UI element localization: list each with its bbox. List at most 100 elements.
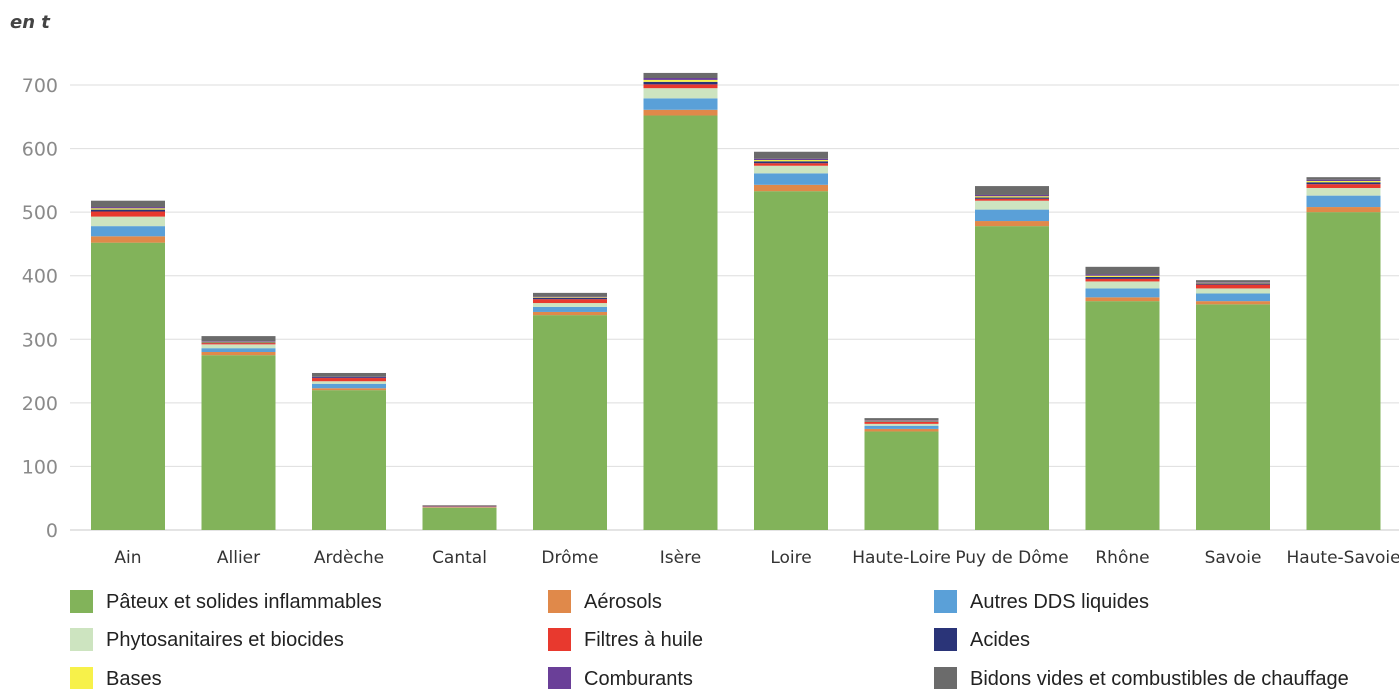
bar-segment (975, 186, 1049, 195)
bar-stack (91, 200, 165, 530)
legend-swatch (70, 628, 93, 651)
bar-segment (864, 428, 939, 432)
bar-segment (754, 158, 828, 161)
bar-segment (975, 209, 1049, 222)
bars (91, 72, 1381, 530)
bar-segment (312, 381, 386, 384)
bar-segment (91, 226, 165, 237)
bar-segment (201, 341, 276, 342)
bar-segment (533, 296, 607, 298)
bar-segment (754, 173, 828, 185)
legend-swatch (548, 590, 571, 613)
bar-stack (201, 336, 276, 530)
bar-segment (533, 297, 607, 300)
bar-segment (1085, 266, 1160, 275)
bar-segment (1196, 284, 1270, 289)
bar-segment (975, 200, 1049, 210)
x-tick-label: Ardèche (314, 548, 384, 568)
bar-segment (864, 420, 939, 421)
bar-segment (312, 378, 386, 382)
bar-segment (1196, 283, 1270, 285)
bar-segment (1196, 288, 1270, 294)
bar-segment (975, 226, 1049, 530)
bar-segment (533, 303, 607, 307)
x-tick-label: Savoie (1205, 548, 1262, 568)
bar-segment (1085, 297, 1160, 302)
bar-segment (422, 505, 497, 507)
bar-stack (1306, 177, 1381, 530)
bar-segment (754, 160, 828, 162)
bar-segment (975, 221, 1049, 227)
bar-segment (201, 341, 276, 343)
bar-segment (643, 109, 718, 116)
y-tick-label: 500 (22, 202, 58, 224)
bar-segment (201, 355, 276, 530)
legend-swatch (934, 628, 957, 651)
bar-segment (201, 336, 276, 342)
bar-segment (1306, 212, 1381, 530)
y-tick-label: 600 (22, 139, 58, 161)
bar-segment (864, 421, 939, 424)
legend-swatch (70, 590, 93, 613)
y-tick-label: 700 (22, 75, 58, 97)
bar-segment (91, 200, 165, 208)
bar-segment (754, 161, 828, 164)
legend-swatch (548, 628, 571, 651)
bar-segment (1085, 281, 1160, 289)
gridlines (70, 84, 1399, 531)
bar-segment (1306, 184, 1381, 188)
bar-segment (754, 163, 828, 166)
bar-segment (643, 72, 718, 79)
bar-segment (533, 299, 607, 304)
bar-segment (201, 343, 276, 345)
bar-stack (312, 372, 386, 530)
bar-segment (864, 418, 939, 421)
x-tick-label: Haute-Loire (852, 548, 951, 568)
x-tick-label: Allier (217, 548, 260, 568)
bar-segment (422, 507, 497, 508)
legend-label: Pâteux et solides inflammables (106, 591, 382, 613)
bar-segment (422, 507, 497, 530)
x-tick-label: Ain (114, 548, 141, 568)
bar-segment (754, 151, 828, 159)
legend-label: Acides (970, 629, 1030, 651)
legend-label: Autres DDS liquides (970, 591, 1149, 613)
x-tick-label: Drôme (541, 548, 598, 568)
bar-segment (1196, 282, 1270, 284)
bar-segment (643, 98, 718, 110)
bar-stack (864, 418, 939, 530)
bar-stack (643, 72, 718, 530)
bar-segment (1306, 180, 1381, 183)
bar-segment (1306, 177, 1381, 180)
bar-segment (975, 194, 1049, 197)
x-tick-label: Puy de Dôme (955, 548, 1068, 568)
bar-segment (201, 348, 276, 352)
bar-segment (1196, 301, 1270, 305)
unit-label: en t (10, 12, 51, 33)
x-tick-label: Isère (660, 548, 701, 568)
legend-swatch (934, 667, 957, 689)
legend-label: Comburants (584, 668, 693, 689)
legend-label: Phytosanitaires et biocides (106, 629, 344, 651)
y-tick-label: 0 (46, 520, 58, 542)
bar-segment (91, 242, 165, 530)
bar-segment (643, 79, 718, 82)
bar-stack (1085, 266, 1160, 530)
bar-segment (1306, 182, 1381, 185)
bar-segment (201, 344, 276, 349)
bar-segment (1306, 187, 1381, 196)
bar-segment (533, 297, 607, 298)
legend-swatch (934, 590, 957, 613)
bar-segment (643, 115, 718, 530)
bar-segment (422, 506, 497, 508)
bar-segment (533, 315, 607, 530)
x-axis-ticks: Ain Allier Ardèche Cantal Drôme Isère Loire Hau… (114, 548, 1399, 568)
bar-segment (91, 208, 165, 210)
bar-segment (91, 207, 165, 209)
bar-segment (1085, 274, 1160, 276)
legend-label: Bidons vides et combustibles de chauffag… (970, 668, 1349, 689)
y-axis-ticks: 0 100 200 300 400 500 600 700 (22, 75, 58, 542)
bar-segment (1196, 280, 1270, 283)
bar-segment (1306, 179, 1381, 181)
